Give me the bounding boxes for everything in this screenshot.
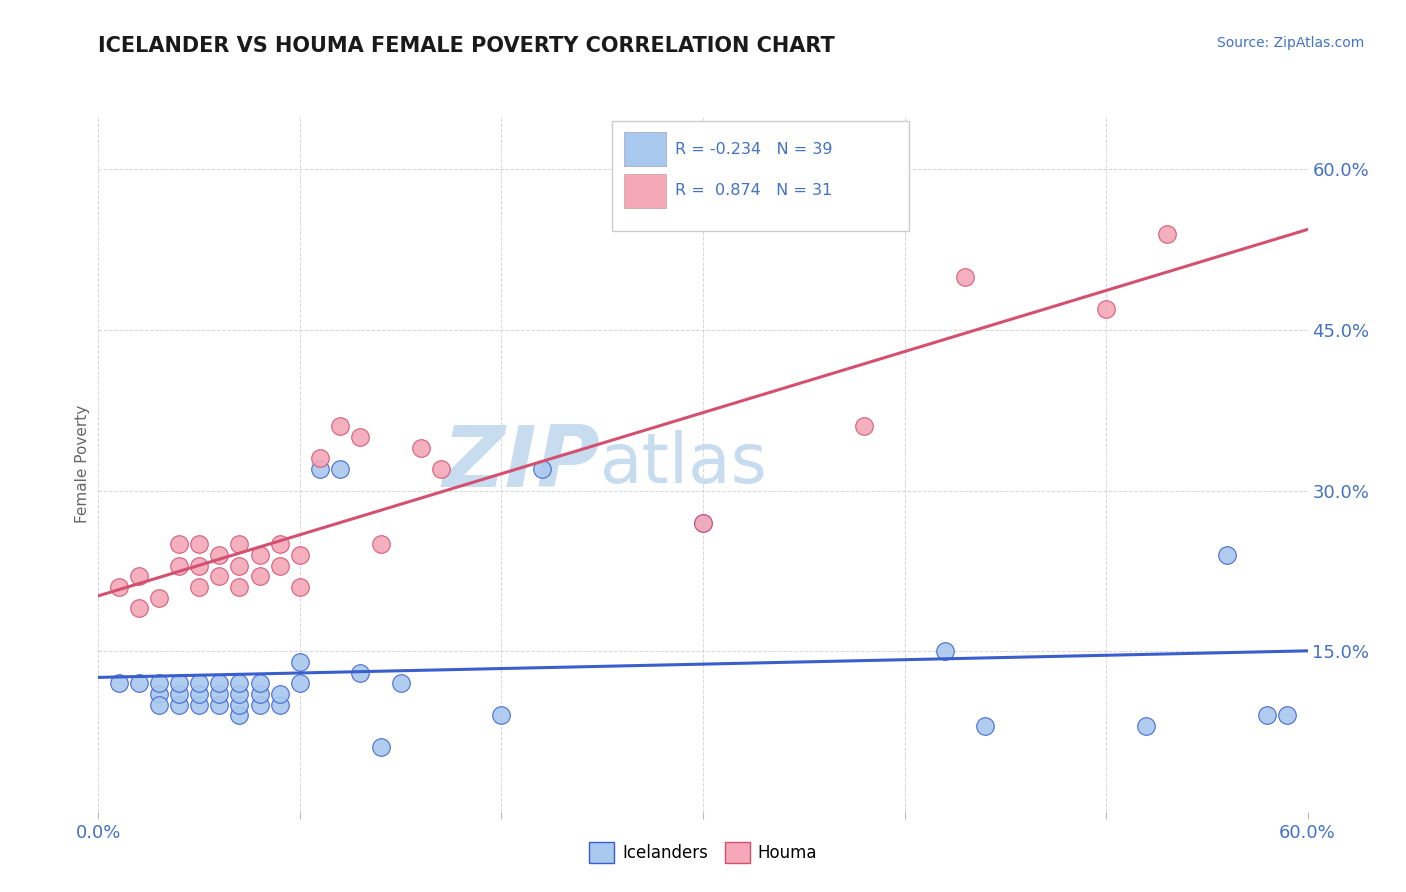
Point	[1256, 708, 1278, 723]
FancyBboxPatch shape	[624, 174, 665, 208]
Point	[167, 537, 190, 551]
Point	[208, 687, 231, 701]
Point	[329, 419, 352, 434]
Text: atlas: atlas	[600, 430, 768, 498]
Point	[288, 676, 311, 690]
Point	[288, 655, 311, 669]
Point	[692, 516, 714, 530]
Point	[128, 569, 150, 583]
Point	[1095, 301, 1118, 316]
Point	[389, 676, 412, 690]
Point	[269, 698, 291, 712]
Point	[269, 537, 291, 551]
Point	[167, 698, 190, 712]
Point	[148, 591, 170, 605]
Text: R = -0.234   N = 39: R = -0.234 N = 39	[675, 142, 832, 157]
Point	[409, 441, 432, 455]
Point	[974, 719, 997, 733]
Text: R =  0.874   N = 31: R = 0.874 N = 31	[675, 183, 832, 198]
Point	[288, 580, 311, 594]
Point	[370, 740, 392, 755]
Point	[188, 558, 211, 573]
Point	[853, 419, 876, 434]
Point	[329, 462, 352, 476]
Point	[491, 708, 513, 723]
Point	[208, 698, 231, 712]
Point	[228, 558, 250, 573]
Point	[309, 462, 332, 476]
Point	[228, 676, 250, 690]
Point	[228, 687, 250, 701]
Point	[269, 687, 291, 701]
Point	[1156, 227, 1178, 241]
Point	[370, 537, 392, 551]
Point	[249, 687, 271, 701]
Point	[309, 451, 332, 466]
FancyBboxPatch shape	[613, 120, 908, 231]
Point	[269, 558, 291, 573]
Point	[249, 698, 271, 712]
Point	[167, 558, 190, 573]
Text: Source: ZipAtlas.com: Source: ZipAtlas.com	[1216, 36, 1364, 50]
Point	[349, 665, 371, 680]
Point	[934, 644, 956, 658]
Point	[1135, 719, 1157, 733]
FancyBboxPatch shape	[624, 132, 665, 166]
Point	[228, 708, 250, 723]
Point	[530, 462, 553, 476]
Point	[1277, 708, 1299, 723]
Text: ZIP: ZIP	[443, 422, 600, 506]
Point	[148, 687, 170, 701]
Point	[128, 676, 150, 690]
Point	[167, 687, 190, 701]
Point	[128, 601, 150, 615]
Point	[188, 698, 211, 712]
Y-axis label: Female Poverty: Female Poverty	[75, 405, 90, 523]
Point	[1216, 548, 1239, 562]
Text: ICELANDER VS HOUMA FEMALE POVERTY CORRELATION CHART: ICELANDER VS HOUMA FEMALE POVERTY CORREL…	[98, 36, 835, 55]
Point	[188, 580, 211, 594]
Point	[228, 580, 250, 594]
Point	[167, 676, 190, 690]
Point	[288, 548, 311, 562]
Point	[228, 537, 250, 551]
Point	[208, 676, 231, 690]
Point	[107, 676, 129, 690]
Point	[188, 687, 211, 701]
Point	[107, 580, 129, 594]
Point	[188, 676, 211, 690]
Point	[249, 548, 271, 562]
Point	[148, 676, 170, 690]
Point	[430, 462, 453, 476]
Point	[349, 430, 371, 444]
Point	[148, 698, 170, 712]
Point	[249, 569, 271, 583]
Point	[188, 537, 211, 551]
Point	[228, 698, 250, 712]
Point	[249, 676, 271, 690]
Point	[208, 569, 231, 583]
Point	[953, 269, 976, 284]
Legend: Icelanders, Houma: Icelanders, Houma	[582, 836, 824, 870]
Point	[208, 548, 231, 562]
Point	[692, 516, 714, 530]
